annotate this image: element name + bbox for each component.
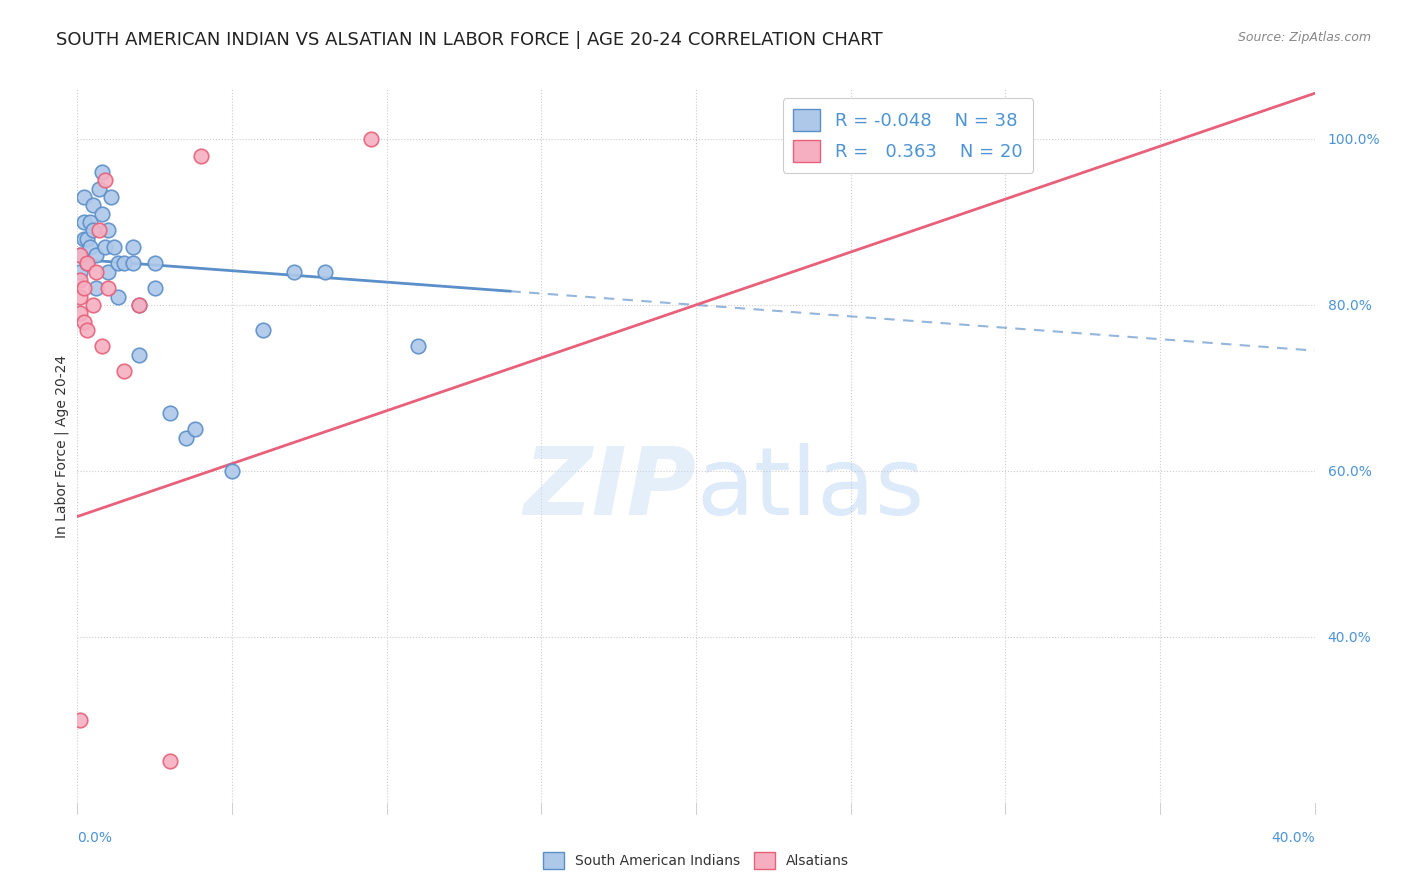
Point [91,207,114,221]
Point [76,231,98,245]
Point [72,314,94,328]
Point [76,323,98,337]
Text: atlas: atlas [696,442,924,535]
Point [100,190,122,204]
Point [112,256,135,270]
Point [221,464,243,478]
Point [69,265,91,279]
Y-axis label: In Labor Force | Age 20-24: In Labor Force | Age 20-24 [55,354,69,538]
Point [69,248,91,262]
Point [79,240,101,254]
Point [84,265,107,279]
Point [84,281,107,295]
Point [94,240,117,254]
Point [69,290,91,304]
Point [122,240,145,254]
Point [128,348,150,362]
Legend: South American Indians, Alsatians: South American Indians, Alsatians [537,847,855,874]
Point [107,256,129,270]
Point [406,339,429,353]
Point [84,248,107,262]
Point [159,754,181,768]
Point [190,148,212,162]
Point [76,256,98,270]
Point [91,165,114,179]
Point [69,248,91,262]
Point [82,198,104,212]
Point [103,240,125,254]
Point [128,298,150,312]
Point [112,364,135,378]
Point [82,298,104,312]
Point [97,223,120,237]
Point [76,256,98,270]
Point [174,431,197,445]
Point [94,173,117,187]
Point [252,323,274,337]
Point [283,265,305,279]
Text: ZIP: ZIP [523,442,696,535]
Point [79,215,101,229]
Text: 0.0%: 0.0% [77,831,112,846]
Point [360,132,382,146]
Point [122,256,145,270]
Point [82,223,104,237]
Point [143,256,166,270]
Point [128,298,150,312]
Text: Source: ZipAtlas.com: Source: ZipAtlas.com [1237,31,1371,45]
Point [69,306,91,320]
Point [159,406,181,420]
Point [143,281,166,295]
Point [91,339,114,353]
Point [87,182,110,196]
Point [97,281,120,295]
Point [72,231,94,245]
Point [97,265,120,279]
Point [184,422,207,436]
Text: 40.0%: 40.0% [1271,831,1315,846]
Point [107,290,129,304]
Point [314,265,336,279]
Point [69,273,91,287]
Point [87,223,110,237]
Point [69,713,91,727]
Point [72,281,94,295]
Point [72,190,94,204]
Point [72,215,94,229]
Text: SOUTH AMERICAN INDIAN VS ALSATIAN IN LABOR FORCE | AGE 20-24 CORRELATION CHART: SOUTH AMERICAN INDIAN VS ALSATIAN IN LAB… [56,31,883,49]
